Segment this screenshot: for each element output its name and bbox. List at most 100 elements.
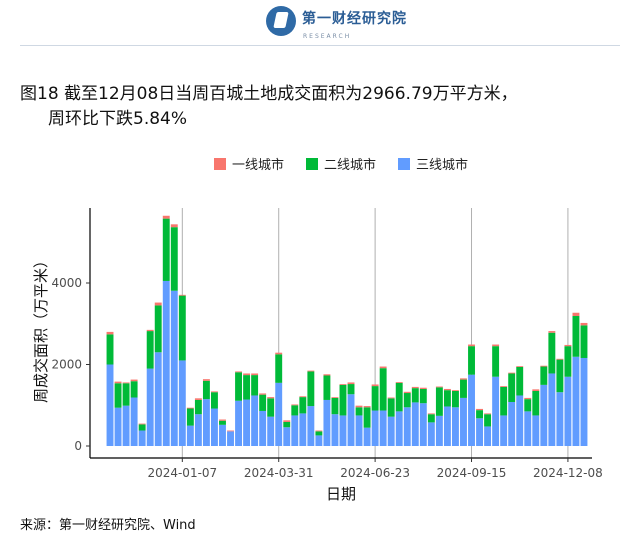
bar-tier3 [202, 399, 210, 446]
bar-tier1 [580, 322, 588, 326]
bar-tier1 [411, 386, 419, 389]
bar-tier3 [363, 427, 371, 446]
bar-tier2 [186, 408, 194, 426]
bar-tier1 [243, 373, 251, 376]
y-tick-label: 4000 [51, 276, 82, 290]
bar-tier3 [419, 403, 427, 446]
bar-tier1 [235, 371, 243, 373]
bar-tier2 [194, 399, 202, 415]
bar-tier1 [267, 397, 275, 399]
bar-tier1 [170, 224, 178, 228]
x-tick-label: 2024-03-31 [244, 466, 314, 480]
bar-tier1 [435, 386, 443, 388]
bar-tier1 [122, 382, 130, 384]
bar-tier2 [572, 316, 580, 357]
bar-tier2 [508, 373, 516, 402]
bar-tier2 [275, 354, 283, 383]
bar-tier2 [379, 368, 387, 411]
bar-tier2 [476, 410, 484, 419]
bar-tier1 [178, 294, 186, 296]
bar-tier2 [371, 386, 379, 411]
bar-tier3 [532, 415, 540, 446]
bar-tier1 [492, 344, 500, 347]
bar-tier3 [451, 407, 459, 446]
x-tick-label: 2024-12-08 [533, 466, 603, 480]
bar-tier3 [371, 410, 379, 446]
bar-tier2 [484, 414, 492, 427]
bar-tier2 [339, 384, 347, 416]
bar-tier2 [411, 388, 419, 403]
x-tick-label: 2024-06-23 [340, 466, 410, 480]
bar-tier2 [323, 375, 331, 400]
bar-tier3 [476, 418, 484, 446]
bar-tier2 [443, 390, 451, 407]
logo-text: 第一财经研究院 [302, 11, 407, 27]
bar-tier3 [443, 406, 451, 446]
bar-tier3 [170, 290, 178, 446]
bar-tier1 [307, 370, 315, 372]
bar-tier2 [435, 387, 443, 416]
bar-tier3 [435, 415, 443, 446]
bar-tier3 [427, 422, 435, 446]
bar-tier2 [170, 227, 178, 291]
bar-tier2 [427, 414, 435, 423]
bar-tier2 [299, 397, 307, 414]
bar-tier3 [387, 416, 395, 446]
bar-tier1 [427, 413, 435, 415]
bar-tier3 [146, 368, 154, 446]
bar-tier3 [556, 392, 564, 446]
bar-tier1 [451, 390, 459, 391]
bar-tier1 [347, 382, 355, 385]
bar-tier3 [186, 425, 194, 446]
bar-tier3 [339, 415, 347, 446]
bar-tier1 [460, 378, 467, 380]
bar-tier3 [291, 415, 299, 446]
bar-tier1 [315, 430, 323, 432]
bar-tier3 [347, 394, 355, 446]
bar-tier3 [403, 407, 411, 446]
figure-title-line2: 周环比下跌5.84% [48, 109, 188, 129]
bar-tier3 [275, 382, 283, 446]
x-axis-title: 日期 [326, 485, 356, 503]
bar-tier1 [146, 329, 154, 332]
bar-tier1 [443, 388, 451, 391]
bar-tier3 [524, 411, 532, 446]
bar-tier2 [460, 379, 467, 398]
bar-tier2 [138, 424, 146, 431]
bar-tier3 [516, 395, 524, 446]
bar-tier2 [283, 421, 291, 428]
bar-tier2 [548, 332, 556, 374]
bar-tier2 [564, 346, 572, 377]
bar-tier2 [451, 390, 459, 408]
bar-tier3 [114, 407, 122, 446]
bar-tier3 [307, 406, 315, 446]
bar-tier1 [339, 384, 347, 385]
bar-tier1 [186, 407, 194, 409]
source-note: 来源：第一财经研究院、Wind [20, 518, 196, 533]
bar-tier2 [395, 382, 403, 412]
bar-tier1 [476, 408, 484, 411]
bar-tier1 [194, 398, 202, 400]
bar-tier2 [468, 346, 475, 375]
bar-tier1 [371, 384, 379, 387]
bar-tier3 [540, 384, 548, 446]
bar-tier1 [219, 419, 226, 421]
legend-label-tier3: 三线城市 [416, 157, 468, 173]
bar-tier2 [235, 372, 243, 401]
bar-tier2 [162, 218, 170, 281]
bar-tier3 [572, 356, 580, 446]
bar-tier3 [210, 408, 218, 446]
bar-tier3 [138, 430, 146, 446]
legend-label-tier2: 二线城市 [324, 157, 376, 173]
bar-tier3 [106, 364, 114, 446]
figure-title: 图18 截至12月08日当周百城土地成交面积为2966.79万平方米， 周环比下… [20, 82, 620, 132]
bar-tier2 [219, 420, 226, 425]
bar-tier1 [548, 331, 556, 333]
bar-tier3 [323, 399, 331, 446]
bar-tier1 [138, 423, 146, 425]
figure-title-line1: 图18 截至12月08日当周百城土地成交面积为2966.79万平方米， [20, 84, 518, 104]
bar-tier2 [331, 397, 339, 415]
bar-tier2 [259, 394, 267, 411]
bar-tier3 [411, 402, 419, 446]
bar-tier2 [403, 393, 411, 408]
